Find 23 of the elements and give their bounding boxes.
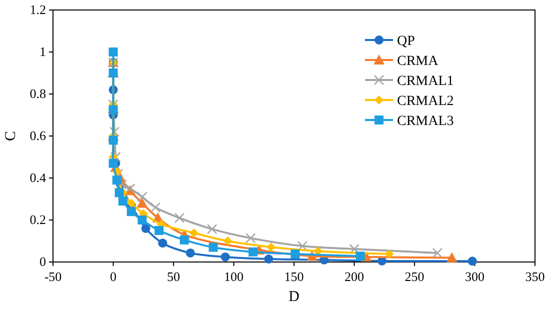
x-tick-label: 200 xyxy=(344,269,364,284)
x-tick-label: 100 xyxy=(224,269,244,284)
legend-label: CRMAL3 xyxy=(397,114,454,129)
legend-label: CRMAL2 xyxy=(397,94,454,109)
y-tick-label: 0.2 xyxy=(30,212,46,227)
x-tick-label: 250 xyxy=(404,269,424,284)
y-tick-label: 1.2 xyxy=(30,2,46,17)
legend-label: CRMAL1 xyxy=(397,74,454,89)
x-tick-label: 300 xyxy=(465,269,484,284)
y-tick-label: 1 xyxy=(40,44,46,59)
x-tick-label: 150 xyxy=(284,269,304,284)
y-tick-label: 0.6 xyxy=(30,128,46,143)
legend-label: QP xyxy=(397,34,416,49)
x-tick-label: 50 xyxy=(167,269,180,284)
x-tick-label: -50 xyxy=(44,269,62,284)
x-tick-label: 350 xyxy=(525,269,545,284)
legend-label: CRMA xyxy=(397,54,440,69)
y-tick-label: 0.8 xyxy=(30,86,46,101)
x-axis-title: D xyxy=(288,289,300,305)
y-tick-label: 0 xyxy=(40,254,46,269)
y-axis-title: C xyxy=(3,130,19,142)
y-tick-label: 0.4 xyxy=(30,170,46,185)
x-tick-label: 0 xyxy=(110,269,116,284)
